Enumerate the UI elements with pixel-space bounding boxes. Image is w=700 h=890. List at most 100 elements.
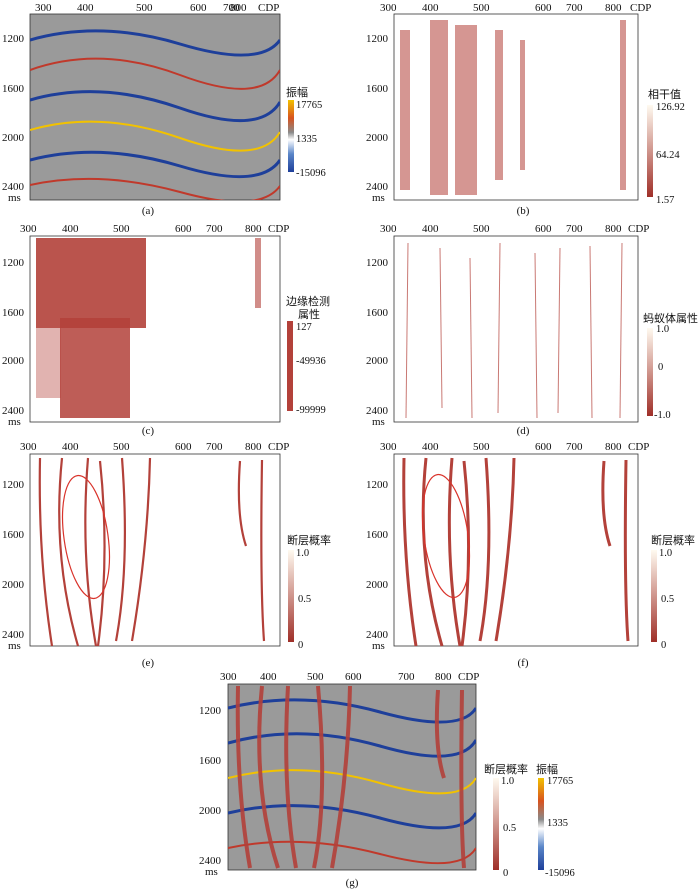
fault-probability-image (393, 453, 639, 647)
colorbar-title: 断层概率 (651, 533, 695, 547)
x-tick: 600 (535, 223, 552, 235)
colorbar-max: 1.0 (656, 324, 669, 335)
fault-probability-image (29, 453, 281, 647)
colorbar-max: 1.0 (296, 548, 309, 559)
edge-regions (36, 238, 261, 418)
y-tick: 1600 (366, 529, 389, 541)
colorbar-title: 断层概率 (484, 762, 528, 776)
x-tick: 800 (605, 2, 622, 14)
y-unit: ms (8, 192, 21, 204)
caption: (b) (516, 205, 530, 217)
y-tick: 2000 (366, 132, 389, 144)
x-tick: 500 (113, 441, 130, 453)
coherence-traces (400, 20, 626, 195)
panel-b: 300 400 500 600 700 800 CDP 1200 1600 20… (360, 0, 700, 220)
x-tick: 700 (206, 441, 223, 453)
colorbar (493, 778, 499, 870)
x-tick: 400 (77, 2, 94, 14)
y-tick: 2400 (2, 405, 25, 417)
highlight-ellipse (61, 474, 111, 600)
y-tick: 2000 (2, 579, 25, 591)
x-tick: 300 (20, 223, 37, 235)
colorbar-mid: 0.5 (503, 823, 516, 834)
y-tick: 2400 (366, 405, 389, 417)
x-tick: 500 (473, 441, 490, 453)
colorbar2-max: 17765 (547, 776, 573, 787)
x-tick: 600 (535, 2, 552, 14)
y-tick: 1600 (199, 755, 222, 767)
colorbar-min: 1.57 (656, 195, 674, 206)
colorbar-title: 相干值 (648, 88, 681, 101)
x-tick: 400 (422, 223, 439, 235)
colorbar-title-line1: 边缘检测 (286, 294, 330, 308)
y-tick: 2000 (366, 579, 389, 591)
y-tick: 2000 (2, 355, 25, 367)
y-tick: 2000 (366, 355, 389, 367)
x-tick: 400 (422, 441, 439, 453)
x-tick: 500 (307, 671, 324, 683)
panel-b-plot: 300 400 500 600 700 800 CDP 1200 1600 20… (366, 2, 685, 206)
x-tick: CDP (268, 223, 289, 235)
x-tick: 700 (223, 2, 240, 14)
x-tick: 700 (566, 2, 583, 14)
colorbar-mid: 0 (658, 362, 663, 373)
x-tick: 800 (435, 671, 452, 683)
y-tick: 2000 (199, 805, 222, 817)
y-tick: 1200 (2, 257, 25, 269)
panel-g-plot: 300 400 500 600 700 800 CDP 1200 1600 20… (199, 671, 575, 879)
ant-traces (405, 242, 623, 419)
colorbar-title: 振幅 (286, 85, 308, 99)
x-tick: 600 (190, 2, 207, 14)
colorbar2-min: -15096 (545, 868, 575, 879)
colorbar-mid: 1335 (296, 134, 317, 145)
x-tick: 600 (175, 441, 192, 453)
panel-d: 300 400 500 600 700 800 CDP 1200 1600 20… (360, 218, 700, 437)
x-tick: 700 (566, 441, 583, 453)
x-tick: 400 (260, 671, 277, 683)
colorbar-mid: -49936 (296, 356, 326, 367)
colorbar2-mid: 1335 (547, 818, 568, 829)
panel-a-plot: 300 400 500 600 700 800 CDP 1200 1600 20… (2, 2, 326, 204)
caption: (g) (345, 877, 359, 889)
y-tick: 1600 (2, 307, 25, 319)
y-tick: 2000 (2, 132, 25, 144)
colorbar-mid: 0.5 (298, 594, 311, 605)
caption: (e) (141, 657, 155, 669)
panel-d-plot: 300 400 500 600 700 800 CDP 1200 1600 20… (366, 223, 698, 428)
x-tick: CDP (268, 441, 289, 453)
x-tick: 300 (380, 2, 397, 14)
colorbar-title: 断层概率 (287, 533, 331, 547)
colorbar-min: 0 (503, 868, 508, 879)
y-tick: 1200 (366, 479, 389, 491)
x-tick: CDP (458, 671, 479, 683)
fault-lines (402, 457, 630, 647)
y-unit: ms (372, 640, 385, 652)
colorbar-min: -15096 (296, 168, 326, 179)
x-tick: CDP (628, 441, 649, 453)
x-tick: 800 (605, 223, 622, 235)
colorbar (288, 100, 294, 172)
x-tick: CDP (630, 2, 651, 14)
colorbar (651, 550, 657, 642)
x-tick: CDP (258, 2, 279, 14)
colorbar (647, 105, 653, 197)
y-tick: 1200 (2, 479, 25, 491)
colorbar-title: 蚂蚁体属性 (643, 311, 698, 325)
colorbar-max: 126.92 (656, 102, 685, 113)
colorbar (287, 321, 293, 411)
panel-e-plot: 300 400 500 600 700 800 CDP 1200 1600 20… (2, 441, 331, 652)
y-tick: 2400 (366, 181, 389, 193)
y-unit: ms (372, 416, 385, 428)
colorbar2-title: 振幅 (536, 762, 558, 776)
colorbar-min: 0 (298, 640, 303, 651)
fault-lines (38, 457, 266, 647)
y-tick: 2400 (199, 855, 222, 867)
panel-f: 300 400 500 600 700 800 CDP 1200 1600 20… (360, 436, 700, 669)
x-tick: 400 (62, 441, 79, 453)
y-unit: ms (372, 192, 385, 204)
y-tick: 1600 (2, 83, 25, 95)
colorbar-max: 127 (296, 322, 312, 333)
x-tick: 300 (380, 223, 397, 235)
x-tick: 500 (113, 223, 130, 235)
x-tick: 800 (245, 223, 262, 235)
